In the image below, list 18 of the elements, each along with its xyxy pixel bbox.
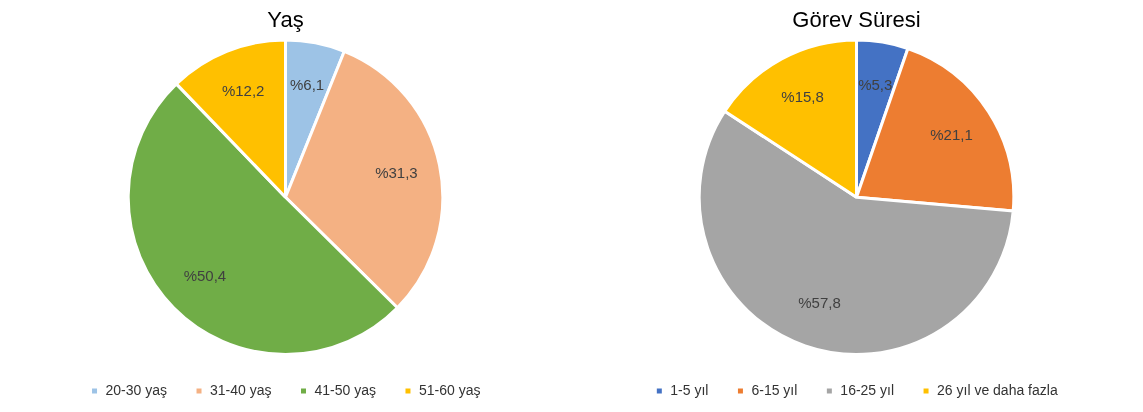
data-label: %6,1: [289, 76, 325, 94]
legend-label: 26 yıl ve daha fazla: [937, 381, 1058, 398]
data-label: %57,8: [798, 294, 841, 312]
chart-title: Görev Süresi: [792, 7, 921, 33]
legend-label: 1-5 yıl: [670, 381, 709, 398]
legend-label: 41-50 yaş: [314, 381, 376, 398]
legend-label: 16-25 yıl: [840, 381, 895, 398]
data-label: %15,8: [781, 87, 824, 105]
data-label: %12,2: [221, 82, 265, 100]
chart-title: Yaş: [267, 7, 304, 33]
data-label: %31,3: [375, 164, 418, 182]
legend-label: 51-60 yaş: [418, 381, 481, 398]
legend-label: 6-15 yıl: [751, 381, 798, 398]
data-label: %5,3: [858, 75, 893, 93]
data-label: %50,4: [183, 266, 227, 284]
legend-label: 31-40 yaş: [210, 381, 272, 398]
legend-label: 20-30 yaş: [105, 381, 168, 398]
data-label: %21,1: [930, 125, 973, 143]
